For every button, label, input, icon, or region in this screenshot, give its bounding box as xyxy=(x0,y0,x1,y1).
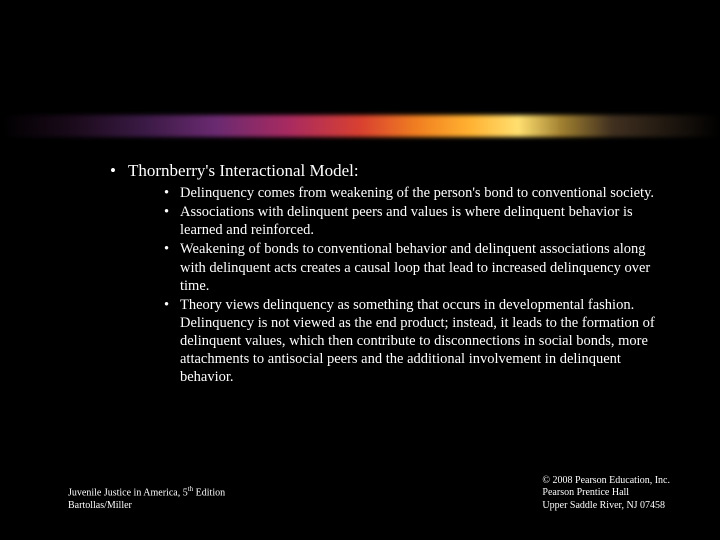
slide-content: Thornberry's Interactional Model: Delinq… xyxy=(110,160,670,392)
footer-right-line3: Upper Saddle River, NJ 07458 xyxy=(542,500,670,513)
sub-bullet-text: Delinquency comes from weakening of the … xyxy=(180,185,654,201)
footer-right: © 2008 Pearson Education, Inc. Pearson P… xyxy=(542,475,670,513)
decorative-gradient-bar xyxy=(0,115,720,137)
sub-bullet: Weakening of bonds to conventional behav… xyxy=(164,240,670,294)
sub-bullet: Delinquency comes from weakening of the … xyxy=(164,184,670,202)
sub-bullet-text: Weakening of bonds to conventional behav… xyxy=(180,241,650,293)
footer-left-line2: Bartollas/Miller xyxy=(68,500,225,513)
main-bullet-text: Thornberry's Interactional Model: xyxy=(128,161,359,180)
sub-bullet-list: Delinquency comes from weakening of the … xyxy=(164,184,670,386)
sub-bullet: Associations with delinquent peers and v… xyxy=(164,203,670,239)
sub-bullet: Theory views delinquency as something th… xyxy=(164,296,670,387)
footer-left: Juvenile Justice in America, 5th Edition… xyxy=(68,485,225,512)
sub-bullet-text: Theory views delinquency as something th… xyxy=(180,297,655,386)
footer-left-line1: Juvenile Justice in America, 5th Edition xyxy=(68,485,225,500)
main-bullet: Thornberry's Interactional Model: Delinq… xyxy=(110,160,670,386)
footer-text: Edition xyxy=(193,487,225,498)
sub-bullet-text: Associations with delinquent peers and v… xyxy=(180,204,633,238)
footer-text: Juvenile Justice in America, 5 xyxy=(68,487,188,498)
footer-right-line1: © 2008 Pearson Education, Inc. xyxy=(542,475,670,488)
footer-right-line2: Pearson Prentice Hall xyxy=(542,487,670,500)
